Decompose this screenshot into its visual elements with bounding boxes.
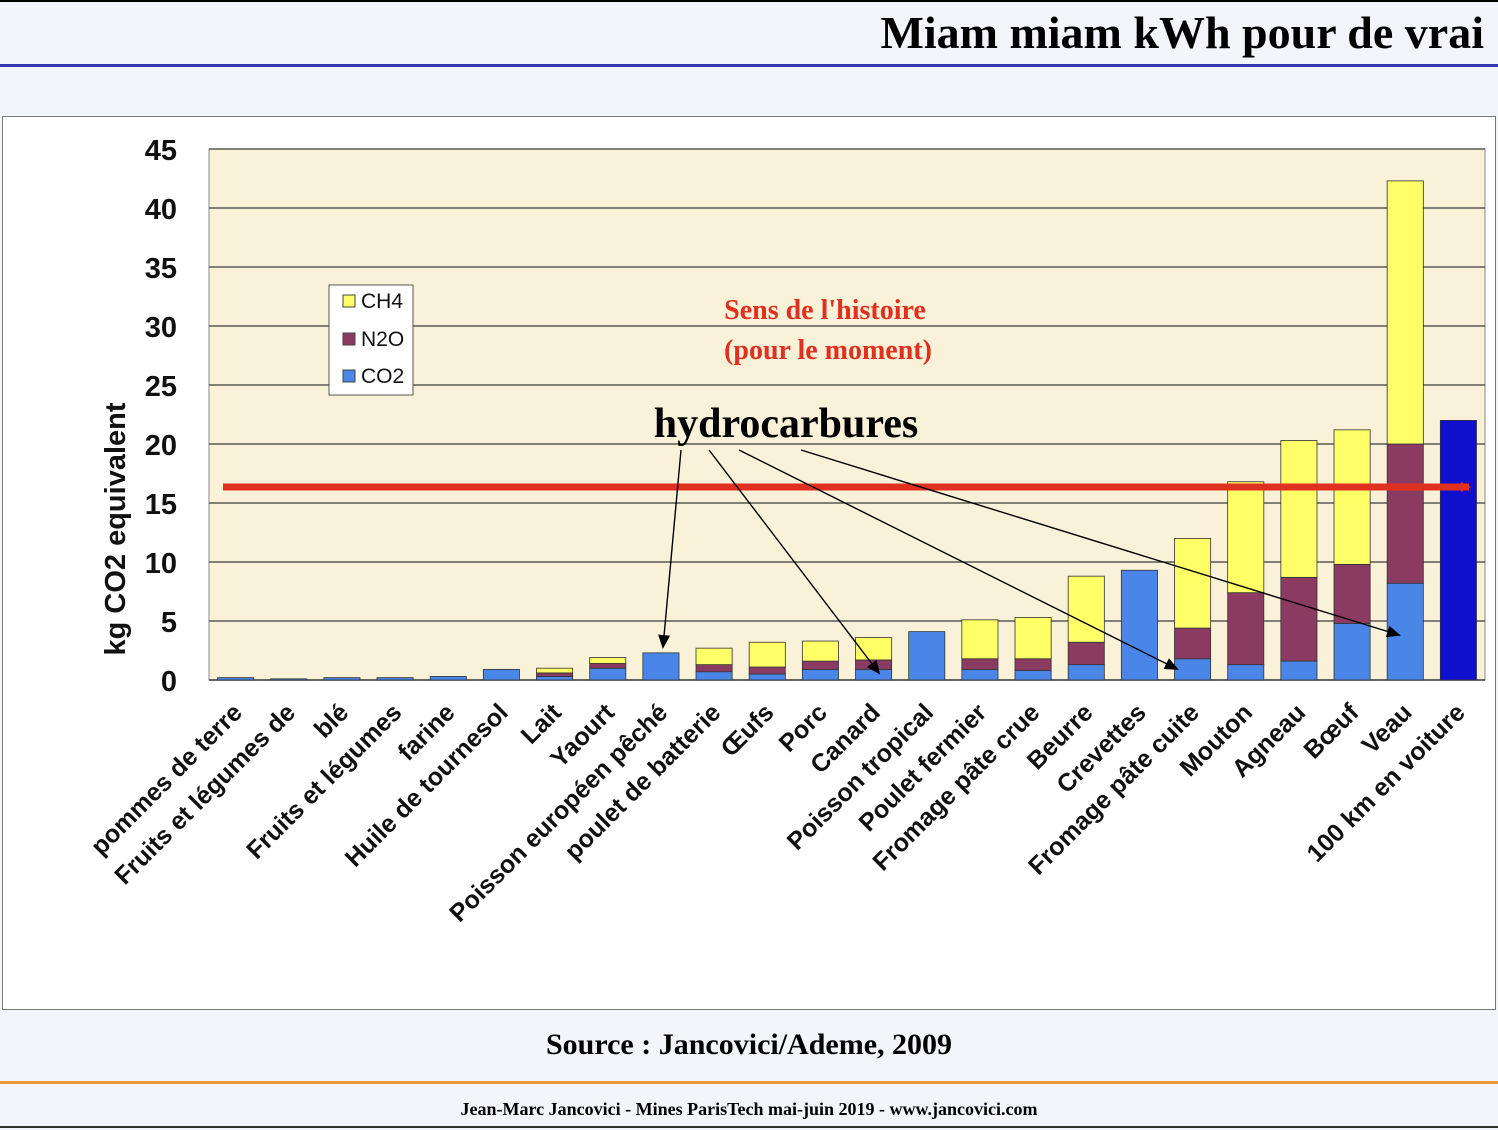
bar-segment-ch4 — [1014, 617, 1052, 660]
bar-segment-co2 — [1120, 569, 1158, 681]
bar-segment-ch4 — [748, 641, 786, 668]
legend-label-co2: CO2 — [361, 365, 404, 388]
bar-segment-n2o — [1067, 641, 1105, 666]
bar-segment-ch4 — [695, 647, 733, 666]
y-tick-label: 45 — [145, 135, 177, 167]
bar-segment-n2o — [748, 666, 786, 675]
bar-segment-co2 — [482, 668, 520, 681]
bar-segment-co2 — [908, 631, 946, 681]
bar-segment-co2 — [1174, 658, 1212, 681]
bar-segment-ch4 — [1386, 180, 1424, 445]
bar-segment-co2 — [536, 676, 574, 681]
bar-segment-co2 — [642, 652, 680, 681]
y-tick-label: 25 — [145, 371, 177, 403]
trend-label-line2: (pour le moment) — [724, 335, 932, 366]
y-tick-label: 35 — [145, 253, 177, 285]
bar-segment-co2 — [1333, 622, 1371, 681]
legend: CH4 N2O CO2 — [328, 284, 414, 396]
bar-segment-co2 — [1227, 664, 1265, 681]
bar-segment-n2o — [589, 663, 627, 669]
bottom-rule — [0, 1126, 1498, 1128]
y-tick-label: 30 — [145, 312, 177, 344]
legend-label-n2o: N2O — [361, 328, 404, 351]
bar-segment-n2o — [1280, 576, 1318, 662]
bar-segment-ch4 — [536, 667, 574, 674]
bar-segment-n2o — [801, 660, 839, 670]
y-tick-label: 10 — [145, 548, 177, 580]
bar-segment-co2 — [270, 678, 308, 681]
bar-segment-n2o — [695, 664, 733, 673]
trend-label-line1: Sens de l'histoire — [724, 295, 926, 326]
bar-segment-n2o — [1386, 443, 1424, 584]
legend-swatch-n2o — [342, 332, 356, 346]
footer-credit: Jean-Marc Jancovici - Mines ParisTech ma… — [460, 1099, 1038, 1119]
bar-segment-co2 — [801, 668, 839, 681]
legend-swatch-co2 — [342, 369, 356, 383]
bar-segment-co2 — [1439, 419, 1477, 681]
pointer-arrow-veau — [800, 449, 1401, 638]
slide-title: Miam miam kWh pour de vrai — [880, 7, 1484, 58]
bar-segment-n2o — [1333, 563, 1371, 624]
bar-segment-co2 — [429, 676, 467, 681]
title-rule — [0, 64, 1498, 67]
pointer-arrow-poisson — [658, 449, 682, 649]
bar-segment-co2 — [1280, 660, 1318, 681]
bar-segment-ch4 — [1333, 429, 1371, 565]
footer-rule — [0, 1081, 1498, 1084]
x-tick-label: blé — [309, 698, 354, 743]
x-tick-label: Œufs — [715, 698, 779, 762]
bar-segment-co2 — [1386, 582, 1424, 681]
top-rule — [0, 0, 1498, 2]
bar-segment-n2o — [1014, 658, 1052, 671]
bar-segment-co2 — [323, 677, 361, 681]
bar-segment-co2 — [748, 673, 786, 681]
bar-segment-n2o — [1174, 627, 1212, 660]
bar-segment-n2o — [536, 672, 574, 677]
bar-segment-co2 — [961, 668, 999, 681]
y-tick-label: 5 — [161, 607, 177, 639]
bar-segment-ch4 — [801, 640, 839, 662]
bar-segment-co2 — [1067, 664, 1105, 681]
plot-area — [208, 148, 1486, 681]
y-tick-label: 15 — [145, 489, 177, 521]
y-axis-label: kg CO2 equivalent — [100, 402, 132, 655]
bar-segment-ch4 — [961, 619, 999, 660]
bar-segment-n2o — [961, 658, 999, 670]
bar-segment-ch4 — [589, 657, 627, 664]
chart-frame: 0 5 10 15 20 25 30 35 40 45 pommes de terre Fruits… — [2, 116, 1496, 1010]
bar-segment-co2 — [1014, 670, 1052, 681]
source-caption: Source : Jancovici/Ademe, 2009 — [545, 1028, 953, 1061]
y-tick-label: 40 — [145, 194, 177, 226]
y-tick-label: 0 — [161, 666, 177, 698]
bar-segment-co2 — [855, 668, 893, 681]
pointer-arrow-canard — [708, 449, 881, 675]
bar-segment-ch4 — [1067, 575, 1105, 643]
legend-label-ch4: CH4 — [361, 290, 403, 313]
y-tick-label: 20 — [145, 430, 177, 462]
bar-segment-co2 — [589, 667, 627, 681]
bar-segment-n2o — [855, 659, 893, 670]
bar-segment-ch4 — [1280, 440, 1318, 578]
bar-segment-n2o — [1227, 592, 1265, 666]
legend-swatch-ch4 — [342, 294, 356, 308]
x-tick-label: Bœuf — [1298, 698, 1364, 764]
hydrocarbures-label: hydrocarbures — [654, 401, 918, 447]
bar-segment-co2 — [217, 677, 255, 681]
bar-segment-co2 — [376, 677, 414, 681]
bar-segment-co2 — [695, 671, 733, 681]
bar-segment-ch4 — [1227, 481, 1265, 594]
pointer-arrow-crevettes — [738, 449, 1179, 670]
bar-segment-ch4 — [1174, 537, 1212, 629]
